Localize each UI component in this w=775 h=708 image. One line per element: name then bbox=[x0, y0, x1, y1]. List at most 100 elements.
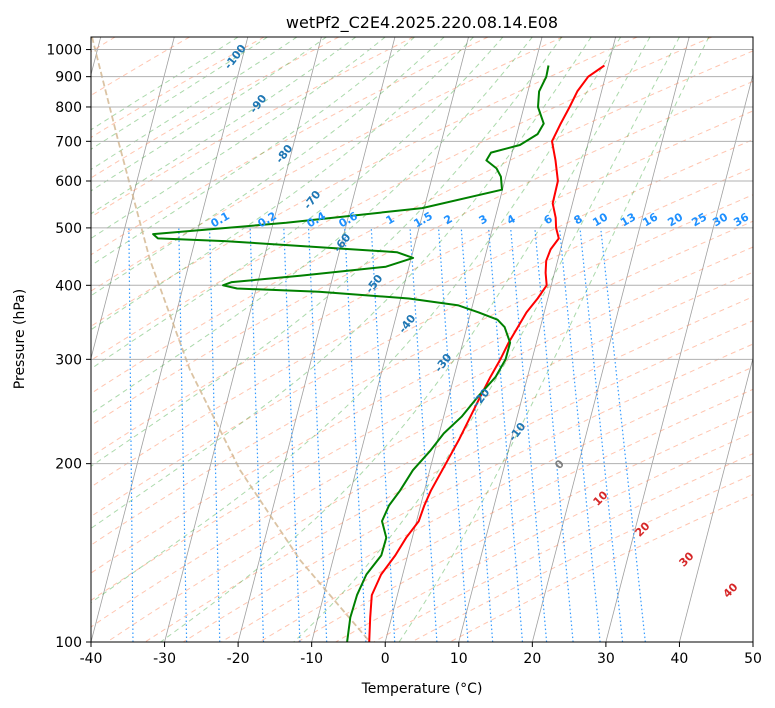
y-axis-label: Pressure (hPa) bbox=[12, 289, 28, 389]
mixing-ratio-label: 0.4 bbox=[305, 209, 329, 230]
background-lines bbox=[82, 37, 753, 642]
mixing-ratio-label: 0.6 bbox=[337, 209, 361, 230]
y-tick-label: 700 bbox=[55, 134, 82, 150]
line-labels: -100-90-80-70-60-50-40-30-20-10010203040… bbox=[209, 42, 752, 601]
x-tick-label: -10 bbox=[300, 651, 323, 667]
mixing-ratio-line bbox=[534, 227, 574, 642]
y-tick-label: 400 bbox=[55, 278, 82, 294]
moist-adiabat-label: 0 bbox=[552, 457, 567, 472]
mixing-ratio-line bbox=[82, 228, 83, 642]
dry-adiabat-line bbox=[411, 473, 753, 642]
moist-adiabat-line bbox=[91, 37, 533, 415]
isotherm-line bbox=[752, 640, 753, 642]
y-tick-label: 600 bbox=[55, 174, 82, 190]
dry-adiabat-line bbox=[91, 37, 712, 361]
dry-adiabat-label: -50 bbox=[363, 272, 386, 296]
mixing-ratio-line bbox=[178, 227, 188, 642]
dry-adiabat-label: -10 bbox=[506, 420, 529, 444]
mixing-ratio-label: 25 bbox=[689, 210, 709, 229]
mixing-ratio-line bbox=[409, 227, 438, 642]
isotherm-line bbox=[458, 37, 617, 642]
mixing-ratio-label: 3 bbox=[477, 212, 490, 227]
mixing-ratio-line bbox=[208, 227, 221, 642]
x-tick-label: 40 bbox=[671, 651, 689, 667]
mixing-ratio-line bbox=[307, 227, 328, 642]
dry-adiabat-line bbox=[91, 220, 753, 574]
dewpoint-line bbox=[152, 65, 550, 642]
x-tick-label: -40 bbox=[80, 651, 103, 667]
mixing-ratio-label: 6 bbox=[542, 212, 555, 227]
y-tick-label: 300 bbox=[55, 352, 82, 368]
lcl-curve bbox=[91, 37, 371, 642]
mixing-ratio-line bbox=[487, 227, 524, 642]
dry-adiabat-line bbox=[91, 80, 753, 427]
dry-adiabat-line bbox=[91, 271, 753, 628]
y-tick-label: 500 bbox=[55, 221, 82, 237]
x-tick-label: 30 bbox=[597, 651, 615, 667]
isotherm-line bbox=[164, 37, 322, 642]
pressure-grid bbox=[91, 49, 753, 642]
y-tick-label: 900 bbox=[55, 70, 82, 86]
chart-title: wetPf2_C2E4.2025.220.08.14.E08 bbox=[286, 13, 558, 33]
dry-adiabat-line bbox=[91, 37, 489, 256]
dry-adiabat-line bbox=[91, 194, 753, 546]
temperature-line bbox=[368, 64, 605, 642]
y-tick-label: 200 bbox=[55, 457, 82, 473]
dry-adiabat-line bbox=[106, 296, 753, 642]
mixing-ratio-line bbox=[249, 227, 265, 642]
isotherm-line bbox=[91, 37, 249, 642]
mixing-ratio-label: 20 bbox=[665, 210, 685, 229]
isotherm-line bbox=[679, 356, 753, 642]
profile-lines bbox=[152, 64, 605, 642]
x-tick-label: -30 bbox=[153, 651, 176, 667]
plot-frame bbox=[90, 36, 754, 643]
mixing-ratio-label: 10 bbox=[590, 210, 610, 229]
moist-adiabat-line bbox=[91, 37, 563, 467]
dry-adiabat-line bbox=[91, 50, 753, 395]
x-axis-ticks: -40 -30 -20 -10 0 10 20 30 40 50 bbox=[80, 642, 762, 667]
x-tick-label: 10 bbox=[450, 651, 468, 667]
moist-adiabat-line bbox=[91, 37, 474, 331]
moist-adiabat-line bbox=[91, 37, 327, 192]
mixing-ratio-line bbox=[344, 227, 367, 642]
dry-adiabat-label: -100 bbox=[222, 42, 249, 72]
dry-adiabat-label: -40 bbox=[396, 312, 419, 336]
y-axis-ticks: 100 200 300 400 500 600 700 800 900 1000 bbox=[46, 43, 91, 651]
dry-adiabat-line bbox=[91, 110, 753, 458]
dry-adiabat-line bbox=[91, 167, 753, 518]
mixing-ratio-label: 4 bbox=[505, 212, 518, 227]
moist-adiabat-label: 10 bbox=[591, 488, 611, 508]
mixing-ratio-line bbox=[128, 227, 134, 642]
dry-adiabat-line bbox=[259, 388, 753, 642]
moist-adiabat-line bbox=[160, 37, 651, 642]
moist-adiabat-label: 30 bbox=[677, 549, 697, 569]
mixing-ratio-label: 0.2 bbox=[256, 209, 279, 230]
moist-adiabat-line bbox=[91, 37, 386, 239]
moist-adiabat-line bbox=[91, 37, 622, 604]
dry-adiabat-line bbox=[91, 37, 190, 96]
dry-adiabat-label: -90 bbox=[247, 92, 270, 116]
dry-adiabat-line bbox=[182, 343, 753, 642]
moist-adiabat-line bbox=[91, 37, 357, 215]
x-tick-label: 20 bbox=[523, 651, 541, 667]
moist-adiabat-line bbox=[91, 37, 239, 131]
dry-adiabat-line bbox=[91, 37, 414, 218]
moist-adiabat-line bbox=[293, 37, 680, 642]
mixing-ratio-label: 1.5 bbox=[412, 209, 435, 230]
dry-adiabat-line bbox=[221, 366, 753, 642]
moist-adiabat-line bbox=[91, 37, 504, 370]
mixing-ratio-line bbox=[510, 227, 548, 642]
x-tick-label: 0 bbox=[381, 651, 390, 667]
mixing-ratio-label: 13 bbox=[618, 210, 638, 229]
mixing-ratio-label: 36 bbox=[731, 210, 751, 229]
isotherm-line bbox=[384, 37, 543, 642]
y-tick-label: 800 bbox=[55, 100, 82, 116]
isotherm-line bbox=[311, 37, 469, 642]
dry-adiabat-line bbox=[91, 37, 563, 292]
mixing-ratio-line bbox=[600, 227, 646, 642]
dry-adiabat-line bbox=[91, 246, 753, 601]
moist-adiabat-line bbox=[91, 37, 268, 150]
mixing-ratio-line bbox=[579, 227, 624, 642]
y-tick-label: 1000 bbox=[46, 43, 82, 59]
mixing-ratio-line bbox=[460, 227, 494, 642]
